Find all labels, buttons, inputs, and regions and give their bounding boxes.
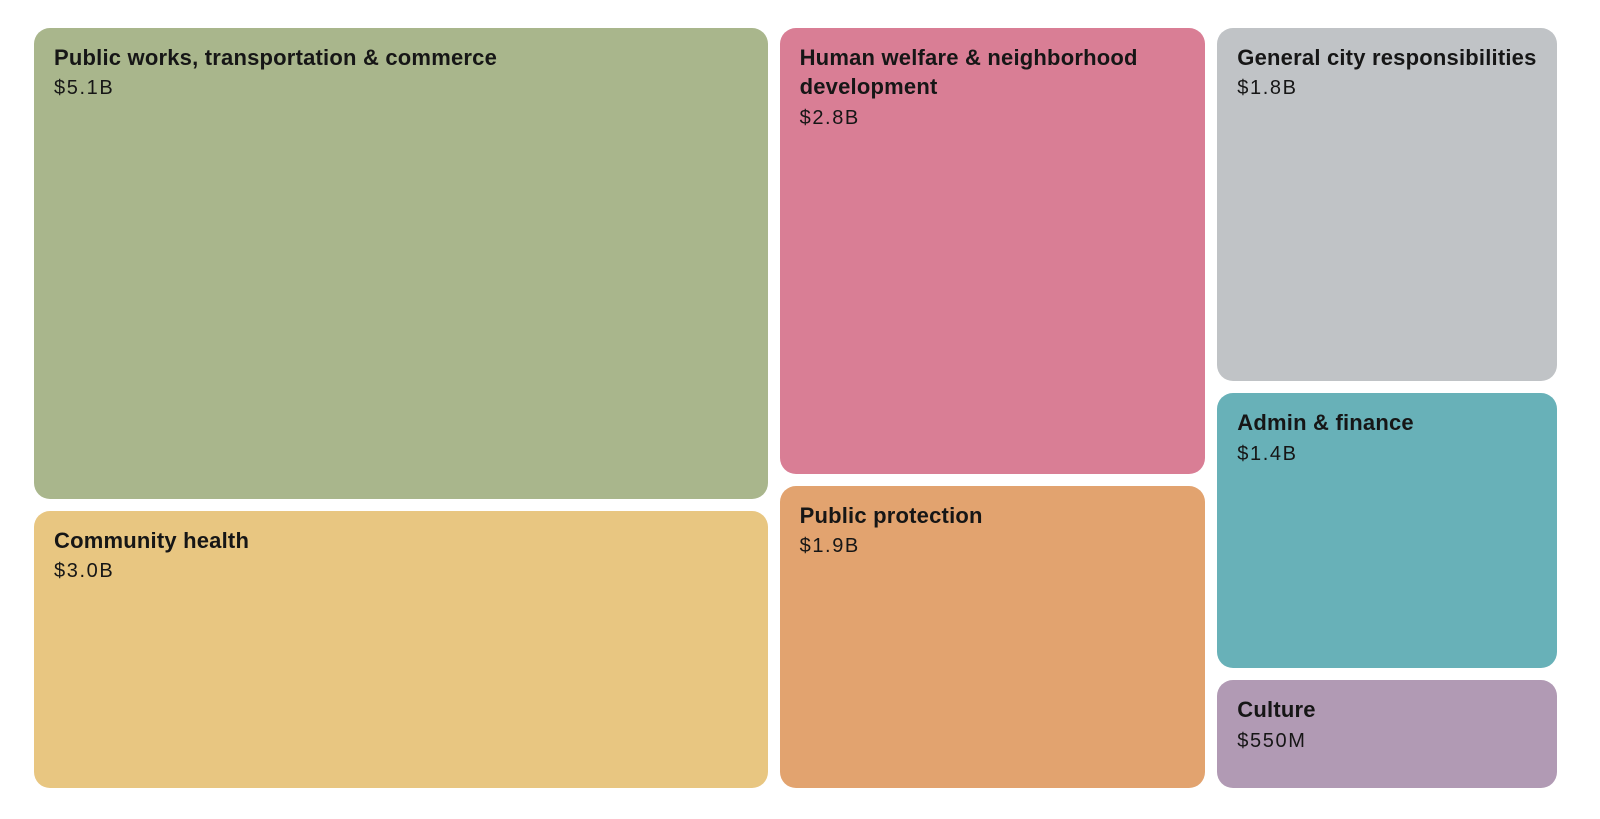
treemap-tile-human-welfare-neighborhood-development[interactable]: Human welfare & neighborhood development… [779,28,1206,474]
treemap-tile-culture[interactable]: Culture $550M [1217,680,1557,788]
treemap-tile-label: Culture [1237,697,1316,723]
treemap-tile-label: General city responsibilities [1237,45,1537,70]
treemap-tile-label: Public protection [799,502,983,528]
treemap-tile-public-works-transportation-commerce[interactable]: Public works, transportation & commerce $… [34,28,768,499]
treemap-tile-label: Community health [54,528,250,553]
treemap-tile-value: $2.8B [799,106,860,129]
treemap-tile-community-health[interactable]: Community health $3.0B [34,511,768,788]
treemap-tile-label: Public works, transportation & commerce [54,45,498,70]
treemap-tile-label: Admin & finance [1237,410,1414,436]
treemap-tile-general-city-responsibilities[interactable]: General city responsibilities $1.8B [1217,28,1557,382]
treemap-tile-value: $3.0B [54,560,115,583]
treemap-tile-value: $1.8B [1237,77,1298,100]
treemap-tile-value: $1.4B [1237,442,1298,465]
treemap-tile-admin-finance[interactable]: Admin & finance $1.4B [1217,393,1557,669]
treemap-tile-value: $1.9B [799,535,860,558]
treemap-tile-label: Human welfare & neighborhood development [799,45,1138,100]
treemap-tile-value: $550M [1237,729,1307,752]
treemap-tile-value: $5.1B [54,77,115,100]
treemap-tile-public-protection[interactable]: Public protection $1.9B [779,485,1206,788]
